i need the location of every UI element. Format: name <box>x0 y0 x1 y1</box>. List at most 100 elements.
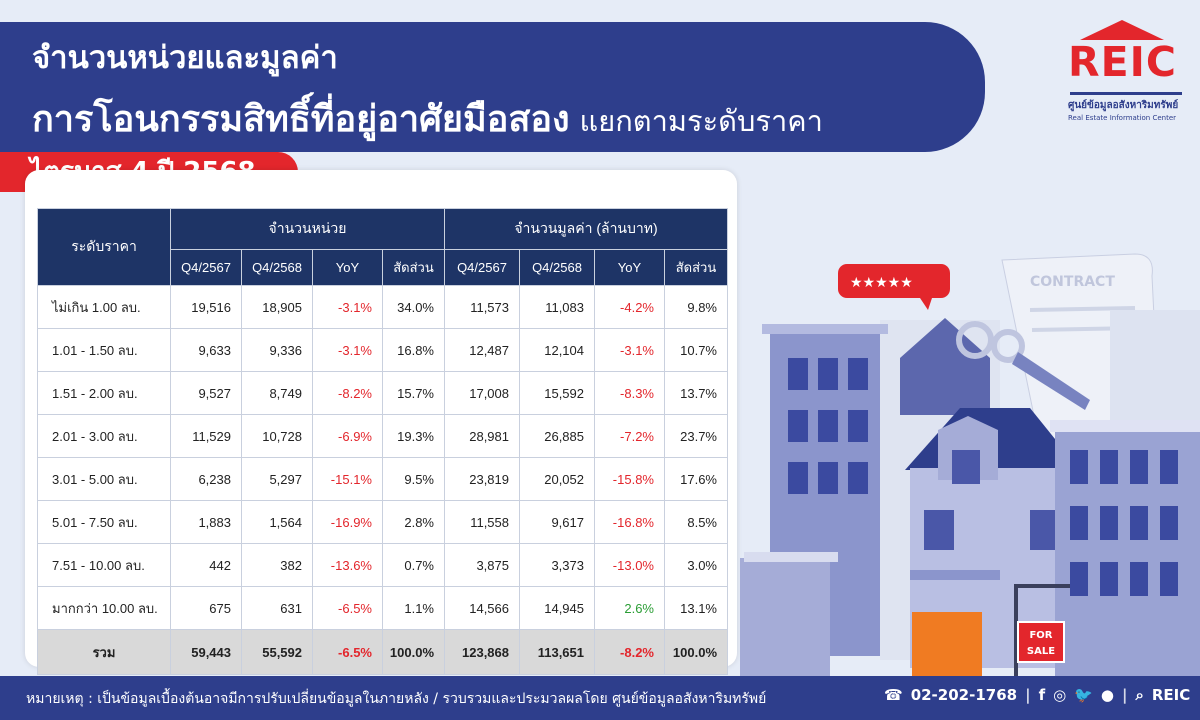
table-cell: 8,749 <box>241 371 313 415</box>
price-table: ระดับราคา จำนวนหน่วย จำนวนมูลค่า (ล้านบา… <box>37 208 728 675</box>
price-range-label: รวม <box>37 629 171 675</box>
table-cell: 631 <box>241 586 313 630</box>
table-cell: 3,875 <box>444 543 520 587</box>
table-cell: 113,651 <box>519 629 595 675</box>
table-cell: -8.2% <box>312 371 383 415</box>
table-cell: -13.6% <box>312 543 383 587</box>
table-cell: 0.7% <box>382 543 445 587</box>
search-icon[interactable]: ⌕ <box>1135 686 1144 704</box>
table-cell: 9.5% <box>382 457 445 501</box>
table-cell: 5,297 <box>241 457 313 501</box>
logo-roof-icon <box>1080 20 1164 40</box>
price-range-label: ไม่เกิน 1.00 ลบ. <box>37 285 171 329</box>
table-row: 5.01 - 7.50 ลบ. 1,883 1,564 -16.9% 2.8% 11,55… <box>37 500 728 544</box>
for-sale-line-1: FOR <box>1029 630 1052 641</box>
table-cell: 11,573 <box>444 285 520 329</box>
price-range-label: 3.01 - 5.00 ลบ. <box>37 457 171 501</box>
table-cell: 100.0% <box>382 629 445 675</box>
table-cell: -13.0% <box>594 543 665 587</box>
table-cell: 9.8% <box>664 285 728 329</box>
table-cell: -6.5% <box>312 586 383 630</box>
phone-icon: ☎ <box>884 686 903 704</box>
table-cell: 26,885 <box>519 414 595 458</box>
title-line-1: จำนวนหน่วยและมูลค่า <box>32 40 338 76</box>
sub-header-5: Q4/2568 <box>519 249 595 286</box>
title-suffix: แยกตามระดับราคา <box>579 104 823 138</box>
table-cell: 23.7% <box>664 414 728 458</box>
table-cell: 15.7% <box>382 371 445 415</box>
table-cell: 17,008 <box>444 371 520 415</box>
table-row: 2.01 - 3.00 ลบ. 11,529 10,728 -6.9% 19.3% 28,… <box>37 414 728 458</box>
table-cell: 11,083 <box>519 285 595 329</box>
value-group-header: จำนวนมูลค่า (ล้านบาท) <box>444 208 728 250</box>
sub-header-3: สัดส่วน <box>382 249 445 286</box>
garage-door <box>912 612 982 676</box>
facebook-icon[interactable]: f <box>1038 686 1046 704</box>
table-cell: 20,052 <box>519 457 595 501</box>
instagram-icon[interactable]: ◎ <box>1053 686 1067 704</box>
sub-header-1: Q4/2568 <box>241 249 313 286</box>
phone-number[interactable]: 02-202-1768 <box>910 686 1018 704</box>
table-cell: 11,529 <box>170 414 242 458</box>
divider-2: | <box>1121 686 1128 704</box>
table-cell: 12,104 <box>519 328 595 372</box>
table-row: มากกว่า 10.00 ลบ. 675 631 -6.5% 1.1% 14,566 14… <box>37 586 728 630</box>
logo-divider <box>1070 92 1182 95</box>
table-row: 1.01 - 1.50 ลบ. 9,633 9,336 -3.1% 16.8% 12,48… <box>37 328 728 372</box>
table-cell: 1,883 <box>170 500 242 544</box>
table-cell: 6,238 <box>170 457 242 501</box>
table-cell: 18,905 <box>241 285 313 329</box>
table-cell: 55,592 <box>241 629 313 675</box>
table-cell: 34.0% <box>382 285 445 329</box>
table-cell: -7.2% <box>594 414 665 458</box>
logo-english-name: Real Estate Information Center <box>1068 114 1177 122</box>
price-header: ระดับราคา <box>37 208 171 286</box>
table-row: ไม่เกิน 1.00 ลบ. 19,516 18,905 -3.1% 34.0% 11… <box>37 285 728 329</box>
table-cell: -4.2% <box>594 285 665 329</box>
table-cell: 123,868 <box>444 629 520 675</box>
left-building <box>740 324 888 676</box>
line-icon[interactable]: ● <box>1100 686 1114 704</box>
table-cell: 3,373 <box>519 543 595 587</box>
table-cell: -6.5% <box>312 629 383 675</box>
table-cell: -3.1% <box>312 328 383 372</box>
table-cell: 442 <box>170 543 242 587</box>
units-group-header: จำนวนหน่วย <box>170 208 445 250</box>
price-range-label: 2.01 - 3.00 ลบ. <box>37 414 171 458</box>
sub-header-6: YoY <box>594 249 665 286</box>
table-cell: 1.1% <box>382 586 445 630</box>
reic-logo: REIC ศูนย์ข้อมูลอสังหาริมทรัพย์ Real Est… <box>1062 14 1190 124</box>
sub-header-0: Q4/2567 <box>170 249 242 286</box>
price-range-label: 7.51 - 10.00 ลบ. <box>37 543 171 587</box>
table-cell: 28,981 <box>444 414 520 458</box>
rating-bubble: ★★★★★ <box>838 264 950 310</box>
table-cell: 13.7% <box>664 371 728 415</box>
table-cell: -8.2% <box>594 629 665 675</box>
sub-header-row: Q4/2567 Q4/2568 YoY สัดส่วน Q4/2567 Q4/2568 Yo… <box>38 249 728 286</box>
table-cell: -3.1% <box>594 328 665 372</box>
table-cell: 2.8% <box>382 500 445 544</box>
title-main: การโอนกรรมสิทธิ์ที่อยู่อาศัยมือสอง <box>32 99 570 140</box>
table-cell: 9,527 <box>170 371 242 415</box>
table-cell: 16.8% <box>382 328 445 372</box>
table-cell: 9,617 <box>519 500 595 544</box>
price-range-label: 1.01 - 1.50 ลบ. <box>37 328 171 372</box>
contract-label: CONTRACT <box>1030 274 1115 290</box>
table-cell: 10.7% <box>664 328 728 372</box>
price-range-label: 1.51 - 2.00 ลบ. <box>37 371 171 415</box>
table-cell: 17.6% <box>664 457 728 501</box>
table-cell: -15.1% <box>312 457 383 501</box>
table-cell: -16.8% <box>594 500 665 544</box>
table-cell: 382 <box>241 543 313 587</box>
search-text[interactable]: REIC <box>1151 686 1191 704</box>
logo-thai-name: ศูนย์ข้อมูลอสังหาริมทรัพย์ <box>1068 100 1179 111</box>
twitter-icon[interactable]: 🐦 <box>1074 686 1093 704</box>
table-cell: 59,443 <box>170 629 242 675</box>
table-cell: 9,633 <box>170 328 242 372</box>
header-band <box>0 22 985 152</box>
for-sale-sign: FOR SALE <box>1014 584 1070 676</box>
table-cell: 14,566 <box>444 586 520 630</box>
price-range-label: มากกว่า 10.00 ลบ. <box>37 586 171 630</box>
house-key-icon <box>900 318 1090 415</box>
total-row: รวม 59,443 55,592 -6.5% 100.0% 123,868 113,651… <box>37 629 728 675</box>
